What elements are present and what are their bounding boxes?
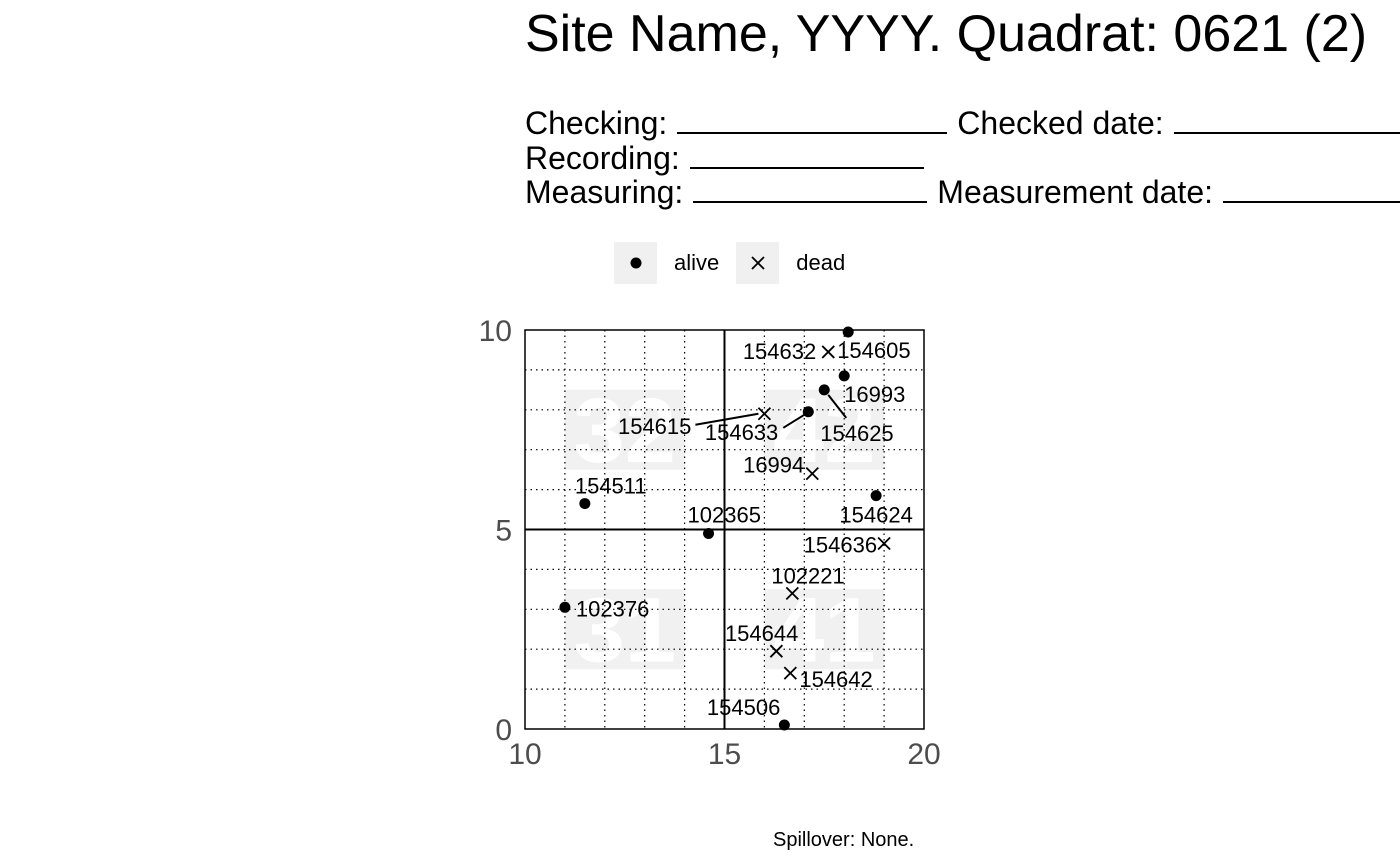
- signoff-form: Checking: Checked date: Recording: Measu…: [525, 106, 1400, 210]
- subquadrat-label-32: 32: [574, 380, 676, 482]
- subquadrat-box-32: [564, 389, 685, 470]
- cross-icon: [751, 256, 765, 270]
- chart-legend: alive dead: [614, 242, 862, 284]
- tree-tag-label-154633: 154633: [705, 420, 778, 445]
- x-tick-label: 15: [708, 738, 741, 771]
- page-title: Site Name, YYYY. Quadrat: 0621 (2): [525, 5, 1368, 63]
- checked-date-label: Checked date:: [957, 105, 1164, 141]
- recording-blank: [689, 141, 924, 169]
- subquadrat-box-31: [564, 589, 685, 670]
- tree-marker-dead-16994: [805, 467, 819, 481]
- tree-tag-label-154632: 154632: [743, 339, 816, 364]
- tree-marker-alive-102365: [703, 527, 715, 539]
- tree-marker-alive-16993: [838, 370, 850, 382]
- checked-date-blank: [1173, 106, 1400, 134]
- measuring-blank: [693, 175, 928, 203]
- tree-tag-label-154624: 154624: [839, 503, 912, 528]
- leader-line-154615: [695, 412, 759, 426]
- tree-tag-label-154636: 154636: [804, 532, 877, 557]
- form-row-measuring: Measuring: Measurement date:: [525, 175, 1400, 210]
- tree-marker-dead-154615: [757, 407, 772, 421]
- checking-label: Checking:: [525, 105, 668, 141]
- tree-marker-alive-102376: [559, 601, 571, 613]
- tree-marker-dead-154632: [821, 345, 835, 359]
- x-tick-label: 10: [508, 738, 541, 771]
- tree-marker-dead-102221: [785, 586, 799, 600]
- subquadrat-box-41: [764, 589, 885, 670]
- legend-label-alive: alive: [674, 250, 720, 275]
- tree-tag-label-154642: 154642: [799, 667, 872, 692]
- y-tick-label: 5: [495, 515, 512, 548]
- tree-tag-label-102221: 102221: [771, 563, 844, 588]
- y-tick-label: 0: [495, 714, 512, 747]
- subquadrat-label-42: 42: [773, 380, 875, 482]
- x-tick-label: 20: [907, 738, 940, 771]
- tree-marker-alive-154506: [778, 719, 790, 731]
- tree-tag-label-154511: 154511: [575, 474, 647, 499]
- legend-key-alive: [614, 242, 657, 284]
- y-tick-label: 10: [479, 315, 512, 348]
- legend-label-dead: dead: [796, 250, 846, 275]
- plot-border: [524, 329, 925, 730]
- leader-line-154625: [827, 394, 848, 419]
- tree-marker-dead-154644: [769, 644, 784, 658]
- measurement-date-label: Measurement date:: [937, 174, 1213, 210]
- tree-marker-alive-154633: [802, 406, 814, 418]
- tree-tag-label-16993: 16993: [844, 382, 905, 407]
- legend-key-dead: [736, 242, 780, 284]
- measuring-label: Measuring:: [525, 174, 684, 210]
- tree-tag-label-154615: 154615: [618, 414, 691, 439]
- tree-tag-label-154605: 154605: [837, 338, 910, 363]
- leader-line-154633: [782, 413, 805, 429]
- checking-blank: [677, 106, 948, 134]
- tree-tag-label-102376: 102376: [576, 596, 649, 621]
- tree-tag-label-102365: 102365: [688, 502, 761, 527]
- filled-circle-icon: [630, 257, 641, 269]
- subquadrat-box-42: [764, 389, 885, 470]
- tree-marker-alive-154625: [818, 384, 830, 396]
- spillover-note: Spillover: None.: [773, 829, 915, 851]
- tree-tag-label-154644: 154644: [725, 621, 798, 646]
- tree-tag-label-154506: 154506: [707, 695, 780, 720]
- measurement-date-blank: [1223, 175, 1400, 203]
- tree-marker-alive-154624: [870, 490, 882, 502]
- recording-label: Recording:: [525, 139, 680, 176]
- subquadrat-label-31: 31: [574, 579, 676, 681]
- tree-marker-alive-154511: [579, 498, 591, 510]
- form-row-recording: Recording:: [525, 139, 1400, 176]
- tree-tag-label-154625: 154625: [820, 421, 893, 446]
- tree-tag-label-16994: 16994: [743, 453, 804, 478]
- form-row-checking: Checking: Checked date:: [525, 106, 1400, 141]
- tree-marker-alive-154605: [842, 326, 854, 338]
- tree-marker-dead-154642: [783, 666, 797, 680]
- tree-marker-dead-154636: [877, 536, 891, 551]
